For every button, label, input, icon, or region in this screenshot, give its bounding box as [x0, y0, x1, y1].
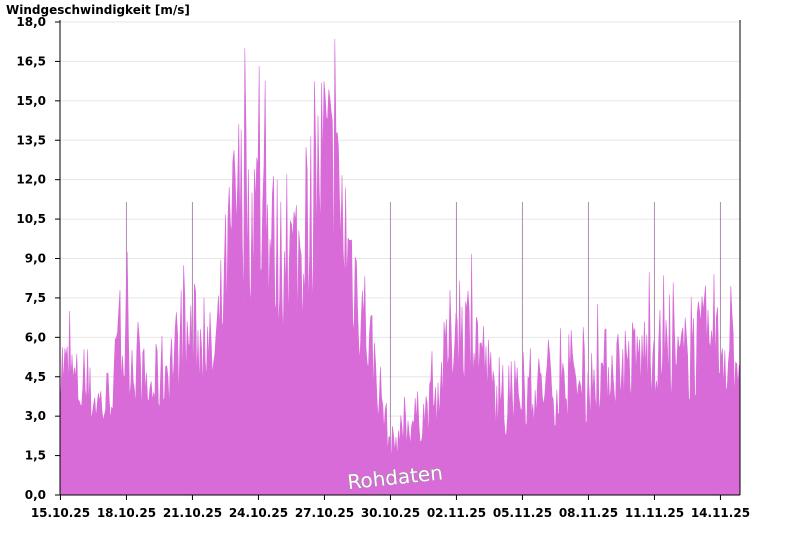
- y-tick-label: 9,0: [25, 252, 46, 266]
- x-tick-labels: 15.10.25 18.10.25 21.10.25 24.10.25 27.10.25…: [31, 506, 750, 520]
- y-tick-label: 7,5: [25, 291, 46, 305]
- y-tick-label: 18,0: [16, 15, 46, 29]
- x-tick-label: 14.11.25: [691, 506, 750, 520]
- x-tick-label: 02.11.25: [427, 506, 486, 520]
- x-tick-label: 21.10.25: [163, 506, 222, 520]
- x-tick-label: 24.10.25: [229, 506, 288, 520]
- y-tick-label: 16,5: [16, 54, 46, 68]
- y-tick-label: 3,0: [25, 409, 46, 423]
- x-tick-label: 11.11.25: [625, 506, 684, 520]
- y-tick-labels: 0,0 1,5 3,0 4,5 6,0 7,5 9,0 10,5 12,0 13,5 15,0 16,…: [16, 15, 46, 502]
- x-tick-label: 05.11.25: [493, 506, 552, 520]
- wind-speed-area: [59, 38, 741, 496]
- axes: [59, 20, 741, 496]
- x-tick-label: 08.11.25: [559, 506, 618, 520]
- chart-title: Windgeschwindigkeit [m/s]: [6, 3, 190, 17]
- y-tick-label: 13,5: [16, 133, 46, 147]
- x-tick-label: 27.10.25: [295, 506, 354, 520]
- x-tick-label: 15.10.25: [31, 506, 90, 520]
- y-tick-label: 4,5: [25, 370, 46, 384]
- y-tick-label: 1,5: [25, 449, 46, 463]
- y-tick-label: 6,0: [25, 330, 46, 344]
- y-tick-label: 0,0: [25, 488, 46, 502]
- y-tick-label: 12,0: [16, 173, 46, 187]
- x-tick-label: 30.10.25: [361, 506, 420, 520]
- y-tick-label: 15,0: [16, 94, 46, 108]
- x-tick-label: 18.10.25: [97, 506, 156, 520]
- y-tick-label: 10,5: [16, 212, 46, 226]
